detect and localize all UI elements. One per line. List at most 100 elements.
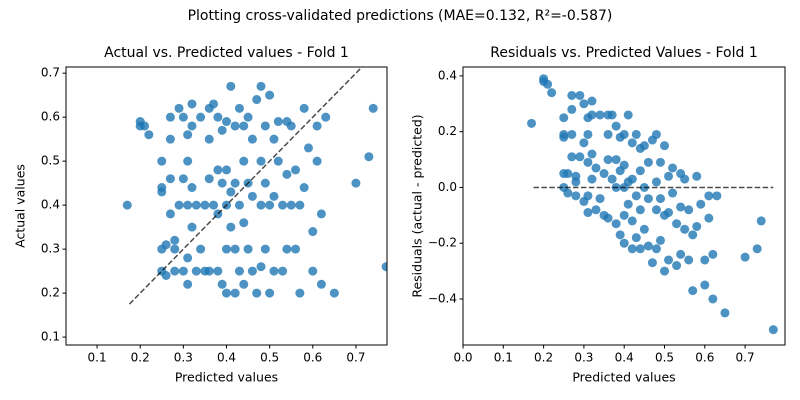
point (222, 288, 231, 298)
y-tick-label: −0.4 (428, 291, 457, 305)
point (587, 174, 597, 184)
point (170, 244, 180, 254)
x-axis-label: Predicted values (572, 370, 675, 385)
point (547, 88, 557, 98)
x-tick-label: 0.7 (346, 351, 365, 365)
point (247, 266, 257, 276)
point (230, 244, 240, 254)
reference-line (128, 67, 364, 305)
point (583, 157, 593, 167)
point (627, 244, 637, 254)
point (234, 103, 244, 113)
point (209, 99, 219, 109)
y-tick-label: 0.3 (41, 242, 60, 256)
point (627, 138, 637, 148)
point (303, 143, 313, 153)
point (563, 188, 573, 198)
plot-area (122, 67, 387, 305)
point (704, 191, 714, 201)
point (563, 169, 573, 179)
point (583, 208, 593, 218)
point (655, 157, 665, 167)
point (278, 200, 288, 210)
point (213, 266, 223, 276)
point (312, 156, 322, 166)
point (217, 125, 227, 135)
point (239, 156, 249, 166)
y-tick-label: 0.2 (438, 124, 457, 138)
point (639, 141, 649, 151)
point (178, 266, 188, 276)
point (627, 216, 637, 226)
point (607, 174, 617, 184)
point (252, 95, 262, 105)
point (286, 121, 296, 131)
point (316, 209, 326, 219)
point (583, 129, 593, 139)
point (696, 199, 706, 209)
point (351, 178, 361, 188)
point (611, 155, 621, 165)
point (239, 279, 249, 289)
point (256, 81, 266, 91)
point (217, 279, 227, 289)
point (651, 129, 661, 139)
point (364, 152, 374, 162)
point (213, 112, 223, 122)
point (607, 110, 617, 120)
point (278, 266, 288, 276)
point (583, 191, 593, 201)
point (619, 210, 629, 220)
point (527, 118, 537, 128)
point (256, 156, 266, 166)
point (243, 112, 253, 122)
point (243, 244, 253, 254)
point (619, 129, 629, 139)
point (291, 165, 301, 175)
point (684, 255, 694, 265)
point (144, 130, 154, 140)
axes-frame (462, 66, 786, 346)
point (170, 266, 180, 276)
point (226, 222, 236, 232)
point (256, 200, 266, 210)
point (571, 191, 581, 201)
y-tick-label: 0.4 (41, 198, 60, 212)
point (615, 230, 625, 240)
point (230, 121, 240, 131)
point (299, 103, 309, 113)
point (256, 262, 266, 272)
x-tick-label: 0.6 (695, 351, 714, 365)
point (680, 224, 690, 234)
point (183, 130, 193, 140)
point (286, 200, 296, 210)
point (204, 134, 214, 144)
y-tick-label: 0.0 (438, 180, 457, 194)
point (651, 244, 661, 254)
point (664, 208, 674, 218)
point (222, 117, 231, 127)
point (559, 113, 569, 123)
point (619, 160, 629, 170)
point (295, 200, 305, 210)
point (567, 129, 577, 139)
point (688, 230, 698, 240)
point (265, 90, 275, 100)
point (252, 288, 262, 298)
point (157, 183, 167, 193)
point (183, 253, 193, 263)
y-tick-label: 0.4 (438, 68, 457, 82)
point (269, 134, 279, 144)
point (635, 166, 645, 176)
point (308, 227, 318, 237)
y-tick-label: 0.1 (41, 330, 60, 344)
point (295, 288, 305, 298)
point (676, 202, 686, 212)
point (321, 112, 331, 122)
point (627, 174, 637, 184)
point (247, 191, 257, 201)
point (381, 262, 387, 272)
point (688, 286, 698, 296)
axes-title: Residuals vs. Predicted Values - Fold 1 (490, 45, 757, 61)
